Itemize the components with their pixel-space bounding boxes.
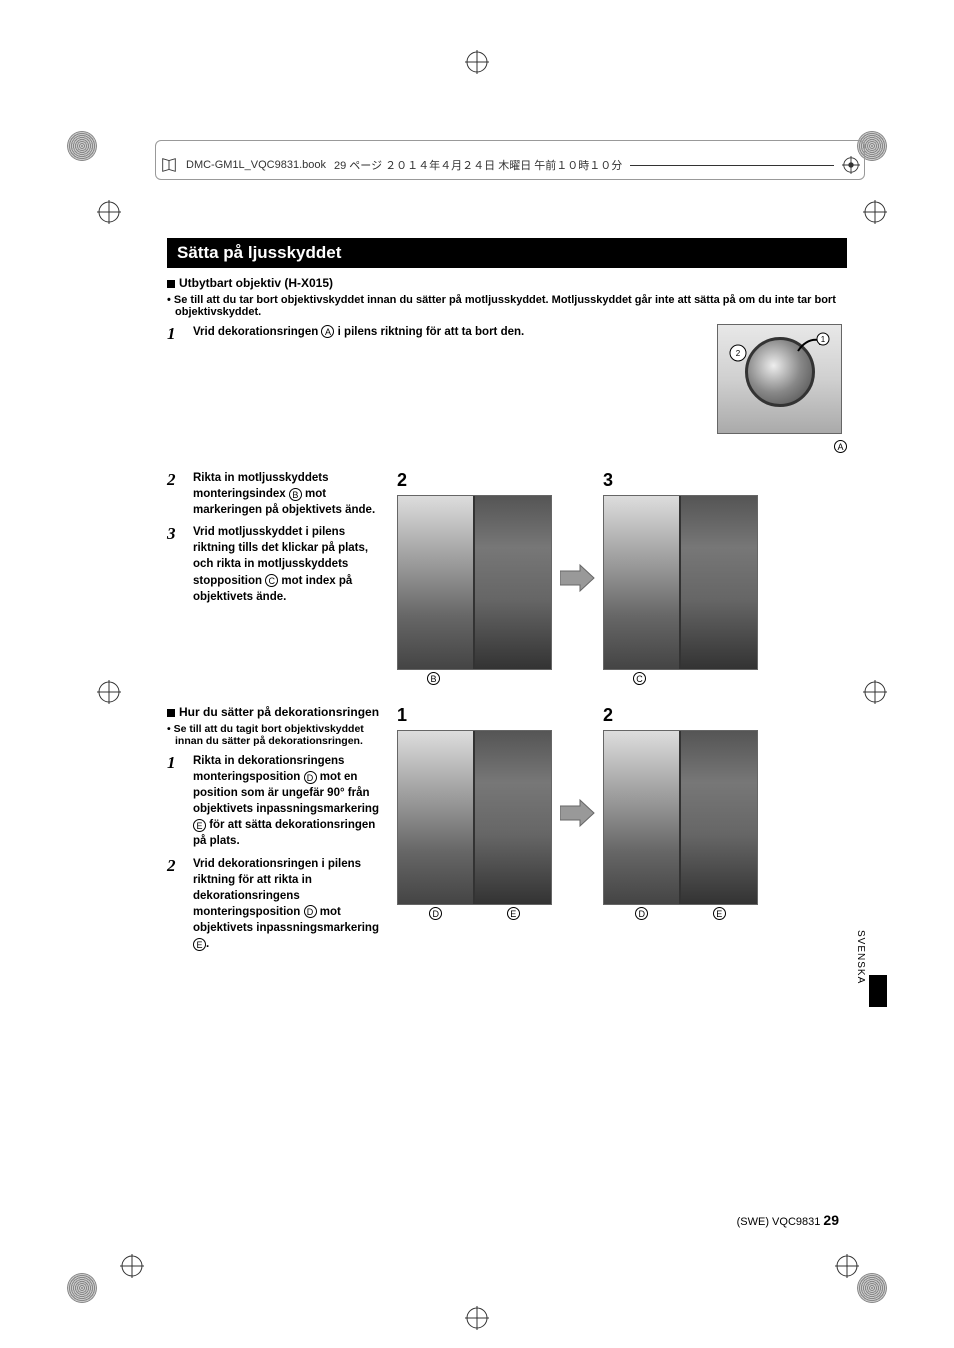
footer: (SWE) VQC9831 29 [737,1212,839,1228]
registration-r3 [835,1254,859,1278]
registration-l3 [120,1254,144,1278]
dstep-1-num: 1 [167,753,183,850]
step-3: 3 Vrid motljusskyddet i pilens riktning … [167,524,387,604]
heading-2-text: Hur du sätter på dekorationsringen [179,705,379,719]
registration-bottom [465,1306,489,1330]
bullet-2: Se till att du tagit bort objektivskydde… [167,723,387,747]
svg-text:1: 1 [821,335,826,344]
step-3-num: 3 [167,524,183,604]
step-3-text: Vrid motljusskyddet i pilens riktning ti… [193,524,387,604]
diagram-step1: 1 2 [717,324,842,434]
heading-1-text: Utbytbart objektiv (H-X015) [179,276,333,290]
step-1: 1 Vrid dekorationsringen A i pilens rikt… [167,324,697,344]
book-icon [160,156,178,174]
heading-1: Utbytbart objektiv (H-X015) [167,276,847,290]
header-line: DMC-GM1L_VQC9831.book 29 ページ ２０１４年４月２４日 … [160,150,860,180]
label-c: C [633,672,646,685]
fig-3-num: 3 [603,470,613,491]
registration-l1 [97,200,121,224]
label-b: B [427,672,440,685]
label-a: A [834,440,847,453]
label-e1: E [507,907,520,920]
side-tab [869,975,887,1007]
target-icon [842,156,860,174]
dstep-1: 1 Rikta in dekorationsringens monterings… [167,753,387,850]
svg-text:2: 2 [736,349,741,358]
dfig-2-num: 2 [603,705,613,726]
corner-deco-bl [67,1273,97,1303]
dstep-2: 2 Vrid dekorationsringen i pilens riktni… [167,856,387,953]
label-d2: D [635,907,648,920]
arrow-right-2 [560,798,595,828]
section-title: Sätta på ljusskyddet [167,238,847,268]
footer-page: 29 [823,1212,839,1228]
dstep-2-text: Vrid dekorationsringen i pilens riktning… [193,856,387,953]
header-pageinfo: 29 ページ ２０１４年４月２４日 木曜日 午前１０時１０分 [334,157,622,173]
dstep-2-num: 2 [167,856,183,953]
diagram-2 [397,495,552,670]
arrow-right-1 [560,563,595,593]
step-2-text: Rikta in motljusskyddets monteringsindex… [193,470,387,518]
registration-r1 [863,200,887,224]
diagram-d2 [603,730,758,905]
registration-top [465,50,489,74]
fig-2-num: 2 [397,470,407,491]
label-d1: D [429,907,442,920]
dfig-1-num: 1 [397,705,407,726]
diagram-3 [603,495,758,670]
header-filename: DMC-GM1L_VQC9831.book [186,159,326,171]
bullet-1: Se till att du tar bort objektivskyddet … [167,294,847,318]
page-content: Sätta på ljusskyddet Utbytbart objektiv … [167,238,847,958]
footer-code: (SWE) VQC9831 [737,1216,821,1228]
step-2: 2 Rikta in motljusskyddets monteringsind… [167,470,387,518]
label-e2: E [713,907,726,920]
side-language: SVENSKA [855,930,866,984]
corner-deco-tl [67,131,97,161]
registration-r2 [863,680,887,704]
diagram-d1 [397,730,552,905]
dstep-1-text: Rikta in dekorationsringens monteringspo… [193,753,387,850]
step-2-num: 2 [167,470,183,518]
step-1-text: Vrid dekorationsringen A i pilens riktni… [193,324,524,344]
corner-deco-br [857,1273,887,1303]
heading-2: Hur du sätter på dekorationsringen [167,705,387,719]
registration-l2 [97,680,121,704]
step-1-num: 1 [167,324,183,344]
